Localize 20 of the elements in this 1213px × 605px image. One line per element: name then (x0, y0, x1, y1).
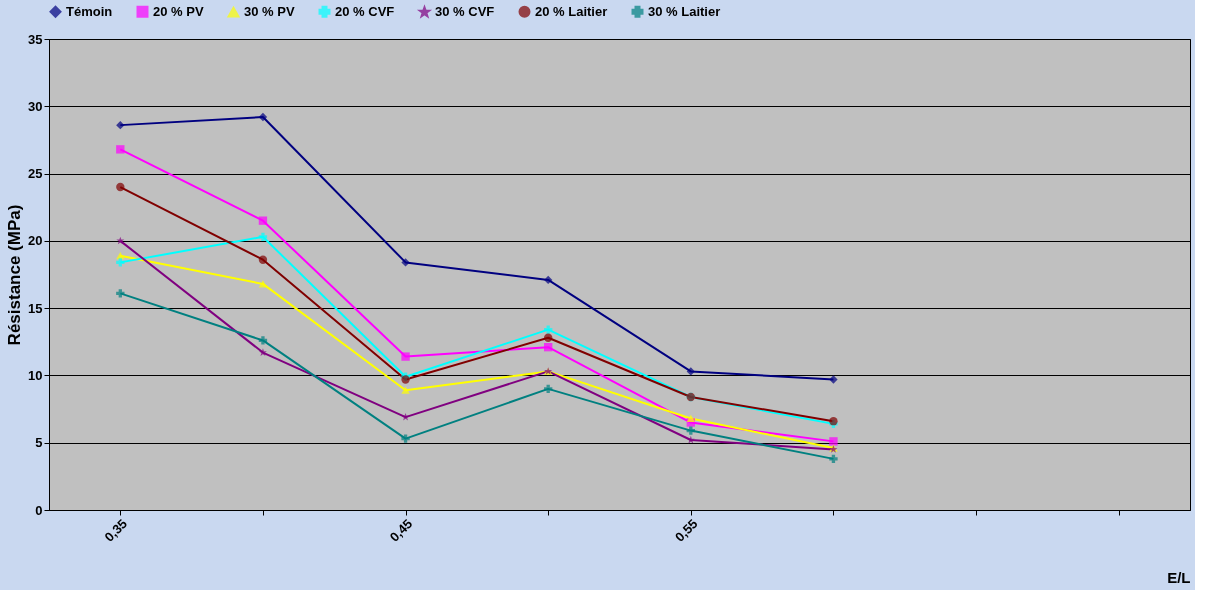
y-tick-label: 0 (35, 502, 43, 518)
x-tick-label: 0,35 (101, 516, 130, 545)
x-tick-label: 0,45 (386, 516, 416, 545)
legend-label: 20 % CVF (335, 3, 395, 19)
legend-label: Témoin (66, 3, 113, 19)
y-tick-label: 35 (28, 31, 43, 47)
x-tick-label: 0,55 (672, 516, 701, 545)
x-axis-title: E/L (1167, 568, 1191, 586)
y-tick-label: 25 (28, 166, 43, 182)
legend-label: 30 % CVF (435, 4, 495, 20)
y-axis-title: Résistance (MPa) (5, 204, 25, 346)
y-tick-label: 15 (28, 300, 43, 316)
legend-label: 20 % PV (153, 3, 204, 19)
y-tick-label: 20 (28, 233, 43, 249)
legend-label: 20 % Laitier (535, 3, 608, 19)
legend-label: 30 % PV (244, 4, 295, 20)
y-tick-label: 5 (35, 435, 43, 451)
y-tick-label: 10 (28, 367, 43, 383)
legend-label: 30 % Laitier (648, 3, 721, 19)
y-tick-label: 30 (28, 98, 43, 114)
